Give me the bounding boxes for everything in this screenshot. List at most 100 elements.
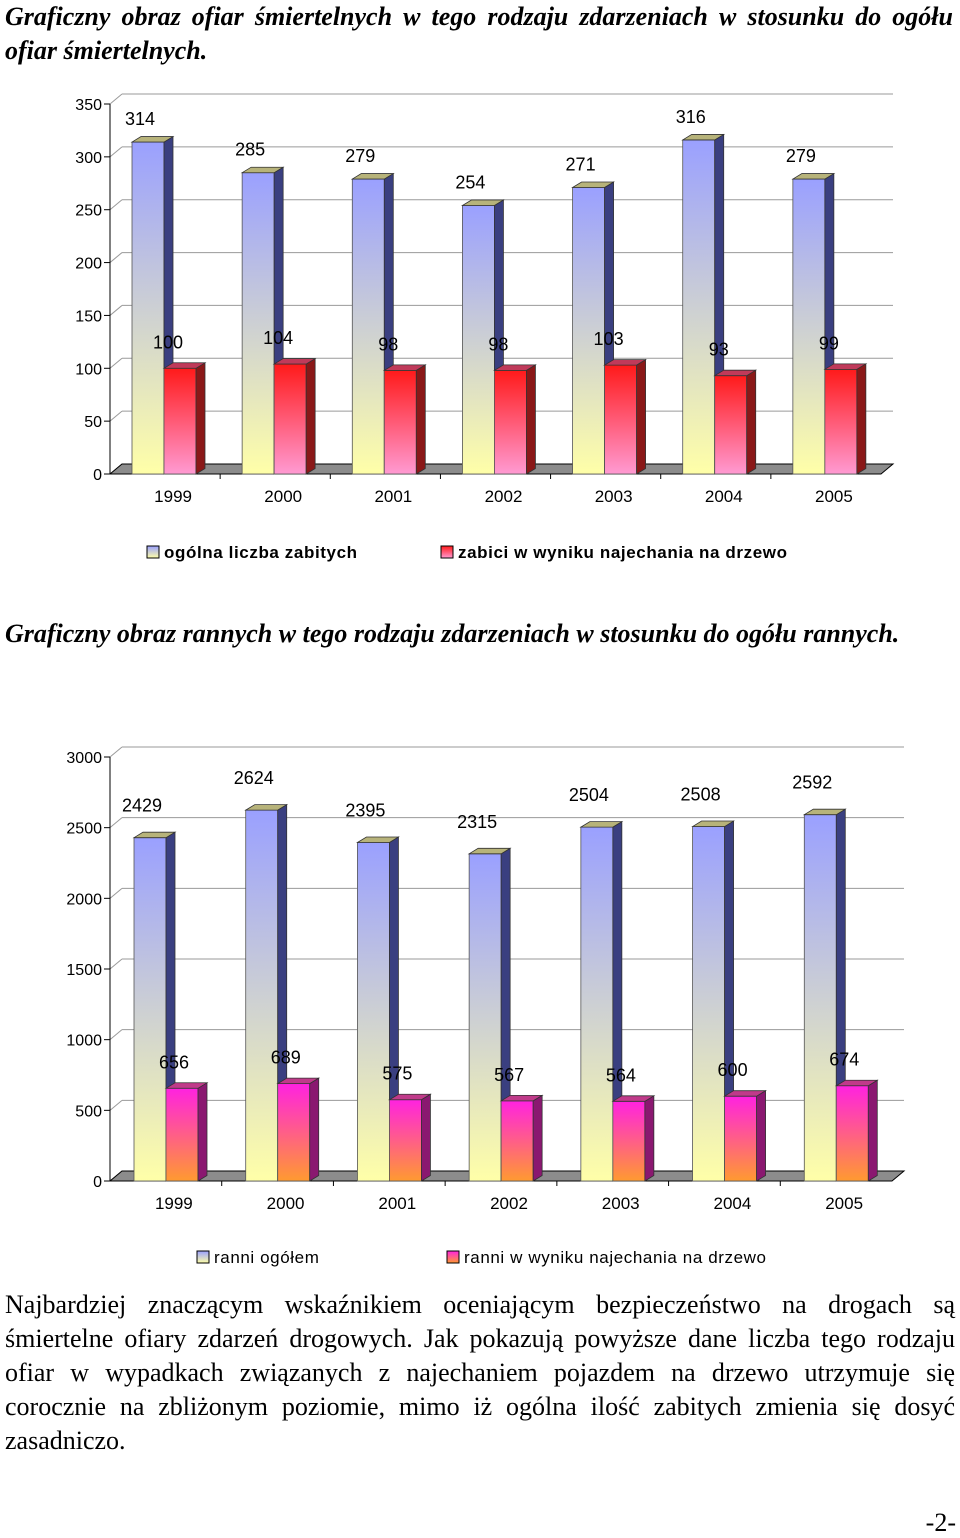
data-label-total: 2395 [345,801,385,821]
bar-tree [611,1095,656,1182]
y-tick-label: 1000 [66,1033,102,1050]
bar-total [467,847,512,1182]
x-tick-label: 2005 [825,1194,863,1213]
x-tick-label: 2000 [264,487,302,506]
bar-total [579,820,624,1182]
body-paragraph: Najbardziej znaczącym wskaźnikiem ocenia… [5,1290,955,1455]
y-tick-label: 500 [75,1103,102,1120]
gridline-side [109,887,123,899]
legend-label: zabici w wyniku najechania na drzewo [458,543,788,562]
bar-tree [382,364,427,475]
data-label-tree: 104 [263,328,293,348]
bar-tree [713,369,758,475]
data-label-total: 279 [786,146,816,166]
legend-label: ogólna liczba zabitych [164,543,358,562]
data-label-tree: 575 [382,1064,412,1084]
gridline-side [109,252,123,263]
y-tick-label: 2500 [66,821,102,838]
x-tick-label: 2003 [602,1194,640,1213]
data-label-total: 279 [345,146,375,166]
gridline-side [109,146,123,158]
data-label-tree: 564 [606,1065,636,1085]
data-label-tree: 567 [494,1065,524,1085]
data-label-tree: 100 [153,332,183,352]
data-label-tree: 98 [378,334,398,354]
bar-total [350,172,395,475]
bar-tree [499,1094,544,1182]
x-tick-label: 2002 [485,487,523,506]
x-tick-label: 2000 [267,1194,305,1213]
gridline-side [109,817,123,829]
bar-tree [162,362,207,475]
y-tick-label: 100 [75,361,102,378]
chart-deaths: 0 50 100 150 200 250 300 350 314 100 1999 285 104 200… [75,93,895,562]
data-label-total: 285 [235,140,265,160]
y-tick-label: 150 [75,308,102,325]
data-label-total: 2315 [457,812,497,832]
data-label-tree: 103 [594,329,624,349]
x-tick-label: 2004 [705,487,743,506]
data-label-tree: 93 [709,340,729,360]
data-label-total: 2429 [122,796,162,816]
data-label-total: 314 [125,109,155,129]
x-tick-label: 1999 [155,1194,193,1213]
bar-total [130,135,175,475]
page-number: -2- [925,1508,956,1537]
bar-tree [603,358,647,475]
gridline-side [109,93,123,105]
chart-injured: 0 500 1000 1500 2000 2500 3000 2429 656 1999 2624 6… [66,746,906,1267]
legend-label: ranni w wyniku najechania na drzewo [464,1248,767,1267]
gridline-side [109,1029,123,1041]
x-tick-label: 2003 [595,487,633,506]
y-tick-label: 200 [75,256,102,273]
x-tick-label: 2002 [490,1194,528,1213]
y-tick-label: 3000 [66,750,102,767]
data-label-tree: 98 [488,334,508,354]
x-tick-label: 2001 [374,487,412,506]
data-label-total: 254 [455,172,485,192]
bar-tree [834,1079,879,1182]
data-label-tree: 689 [271,1048,301,1068]
x-tick-label: 2001 [378,1194,416,1213]
data-label-total: 2592 [792,773,832,793]
x-tick-label: 1999 [154,487,192,506]
legend-swatch [196,1250,210,1264]
data-label-total: 2508 [681,785,721,805]
bar-total [802,808,847,1182]
data-label-tree: 674 [829,1050,859,1070]
legend-label: ranni ogółem [214,1248,319,1267]
legend-swatch [446,1250,460,1264]
data-label-tree: 656 [159,1052,189,1072]
y-tick-label: 300 [75,150,102,167]
gridline-side [109,410,123,422]
data-label-total: 271 [566,155,596,175]
legend-swatch [146,545,160,559]
bar-total [691,820,735,1182]
y-tick-label: 250 [75,203,102,220]
data-label-tree: 99 [819,333,839,353]
gridline-side [109,357,123,369]
data-label-tree: 600 [718,1060,748,1080]
gridline-side [109,305,123,316]
chart2-heading: Graficzny obraz rannych w tego rodzaju z… [5,619,900,648]
y-tick-label: 50 [84,414,102,431]
x-tick-label: 2005 [815,487,853,506]
y-tick-label: 2000 [66,891,102,908]
y-tick-label: 0 [93,467,102,484]
gridline-side [109,1099,123,1111]
data-label-total: 2624 [234,768,274,788]
bar-tree [723,1089,767,1182]
y-tick-label: 350 [75,97,102,114]
bar-tree [164,1082,209,1182]
bar-tree [388,1093,432,1182]
gridline-side [109,746,123,758]
x-tick-label: 2004 [714,1194,752,1213]
bar-tree [276,1077,321,1182]
y-tick-label: 0 [93,1174,102,1191]
data-label-total: 2504 [569,785,609,805]
data-label-total: 316 [676,107,706,127]
bar-tree [493,364,537,475]
bar-total [356,836,400,1182]
gridline-side [109,958,123,970]
chart1-heading: Graficzny obraz ofiar śmiertelnych w teg… [5,2,953,65]
